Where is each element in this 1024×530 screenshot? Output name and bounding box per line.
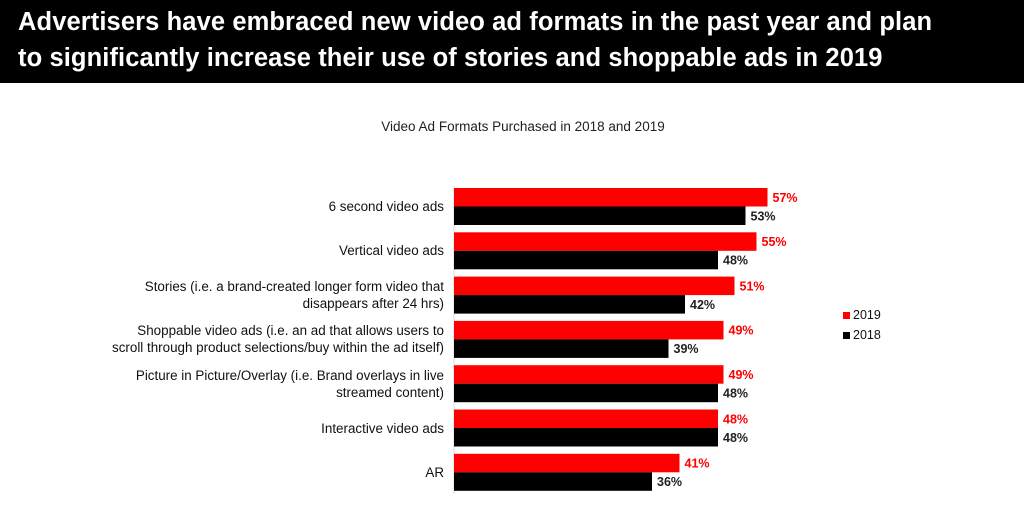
category-label-2: Stories (i.e. a brand-created longer for… (84, 278, 444, 312)
category-label-2-line-1: disappears after 24 hrs) (302, 296, 444, 312)
legend-label-2019: 2019 (853, 308, 881, 322)
data-label-2019-4: 49% (729, 368, 754, 382)
legend-item-2019: 2019 (843, 308, 881, 322)
header-banner: Advertisers have embraced new video ad f… (0, 0, 1024, 83)
category-label-6: AR (84, 464, 444, 481)
data-label-2018-2: 42% (690, 298, 715, 312)
data-label-2019-0: 57% (773, 191, 798, 205)
chart-title: Video Ad Formats Purchased in 2018 and 2… (381, 119, 665, 134)
category-label-5-line-0: Interactive video ads (321, 420, 444, 436)
bar-2019-5 (454, 409, 718, 428)
category-label-6-line-0: AR (425, 464, 444, 480)
header-title-line-1: Advertisers have embraced new video ad f… (18, 8, 933, 36)
category-label-0-line-0: 6 second video ads (328, 199, 444, 214)
data-label-2018-0: 53% (751, 209, 776, 223)
category-label-3-line-0: Shoppable video ads (i.e. an ad that all… (137, 323, 444, 339)
category-label-0: 6 second video ads (84, 198, 444, 215)
bar-2018-3 (454, 339, 669, 358)
data-label-2018-1: 48% (723, 254, 748, 268)
bar-2019-3 (454, 320, 724, 340)
category-label-3: Shoppable video ads (i.e. an ad that all… (84, 322, 444, 356)
data-label-2018-5: 48% (723, 431, 748, 445)
bar-2019-4 (454, 365, 724, 384)
data-label-2019-2: 51% (740, 279, 765, 293)
category-label-4-line-0: Picture in Picture/Overlay (i.e. Brand o… (135, 367, 444, 383)
bar-2018-1 (454, 250, 718, 270)
legend-label-2018: 2018 (853, 328, 881, 342)
category-label-4: Picture in Picture/Overlay (i.e. Brand o… (84, 367, 444, 401)
category-label-3-line-1: scroll through product selections/buy wi… (112, 340, 444, 356)
bar-2018-5 (454, 428, 718, 447)
data-label-2018-3: 39% (674, 342, 699, 356)
data-label-2019-5: 48% (723, 412, 748, 426)
bar-2018-2 (454, 295, 685, 314)
bar-2018-6 (454, 472, 652, 491)
legend-swatch-2018 (843, 332, 850, 339)
category-label-4-line-1: streamed content) (336, 384, 444, 400)
header-title-line-2: to significantly increase their use of s… (18, 44, 883, 72)
legend-swatch-2019 (843, 312, 850, 319)
bar-2019-1 (454, 232, 757, 251)
data-label-2019-1: 55% (762, 235, 787, 249)
category-label-5: Interactive video ads (84, 420, 444, 437)
legend-item-2018: 2018 (843, 328, 881, 342)
category-label-1-line-0: Vertical video ads (339, 243, 444, 259)
bar-2019-0 (454, 188, 768, 207)
category-label-1: Vertical video ads (84, 242, 444, 259)
bar-2019-2 (454, 276, 735, 296)
data-label-2018-4: 48% (723, 386, 748, 400)
data-label-2019-3: 49% (729, 324, 754, 338)
data-label-2019-6: 41% (685, 457, 710, 471)
data-label-2018-6: 36% (657, 475, 682, 489)
category-label-2-line-0: Stories (i.e. a brand-created longer for… (144, 279, 444, 295)
bar-2018-4 (454, 383, 718, 403)
bar-2018-0 (454, 206, 746, 225)
bar-2019-6 (454, 453, 680, 473)
